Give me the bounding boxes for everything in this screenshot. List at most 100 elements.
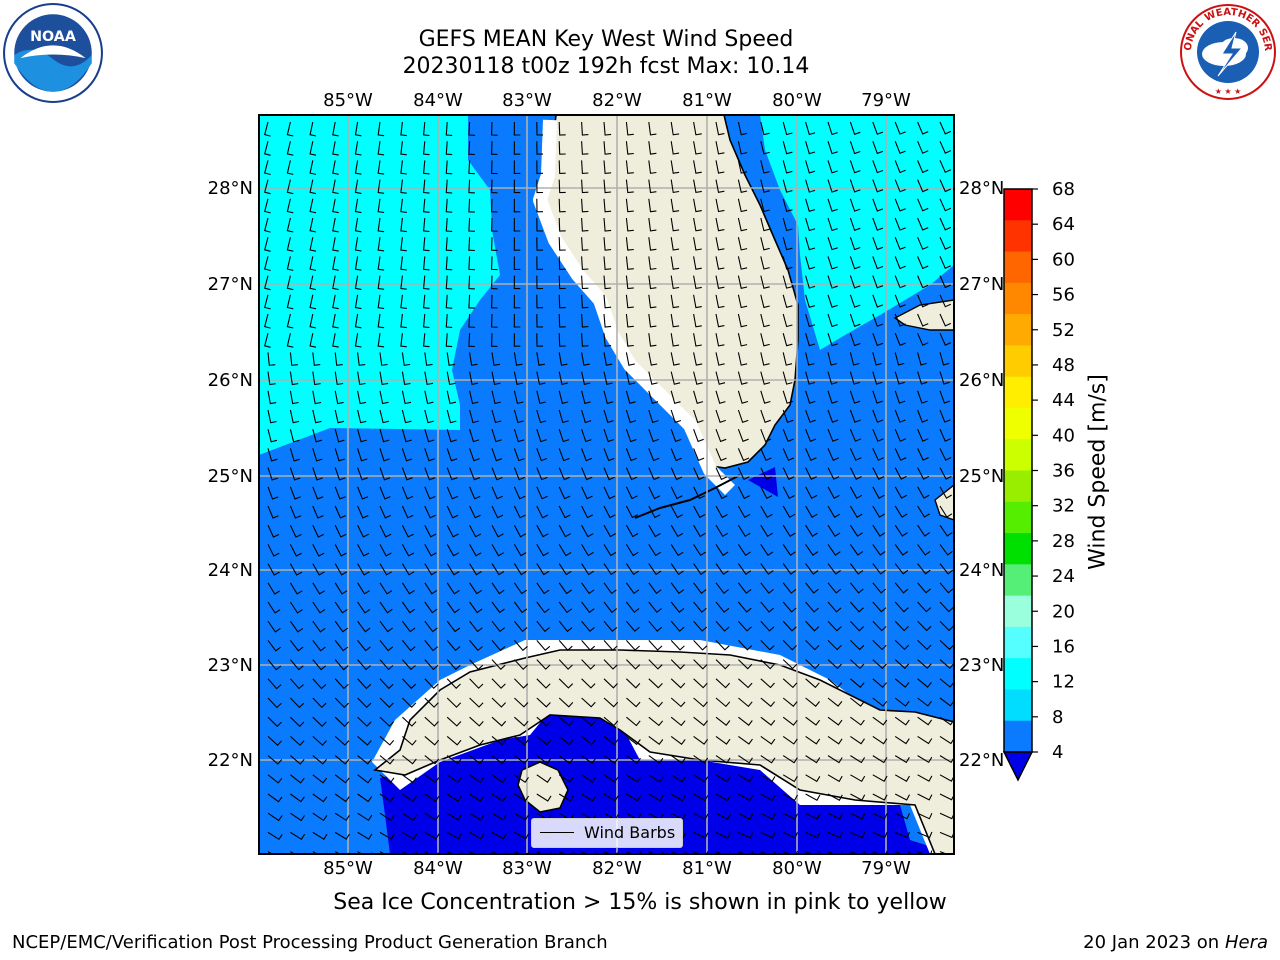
- wind-barb: [402, 774, 417, 784]
- lon-label: 81°W: [682, 858, 732, 879]
- wind-barb: [849, 160, 861, 174]
- wind-barb: [648, 294, 657, 309]
- wind-barb: [849, 563, 864, 575]
- wind-barb: [827, 582, 842, 594]
- wind-barb: [782, 640, 797, 651]
- wind-barb: [286, 179, 294, 195]
- lat-label: 25°N: [959, 466, 1004, 487]
- wind-barb: [737, 352, 748, 366]
- lat-labels-right: 28°N 27°N 26°N 25°N 24°N 23°N 22°N: [959, 178, 1004, 771]
- wind-barb: [715, 141, 725, 155]
- wind-barb: [626, 755, 641, 764]
- wind-barb: [286, 333, 294, 348]
- wind-barb: [513, 294, 521, 309]
- wind-barb: [894, 428, 907, 442]
- wind-barb: [379, 371, 389, 386]
- wind-barb: [334, 678, 349, 690]
- wind-barb: [312, 544, 325, 557]
- wind-barb: [558, 524, 571, 538]
- wind-barb: [536, 774, 552, 783]
- wind-barb: [536, 755, 552, 765]
- wind-barb: [309, 313, 317, 329]
- wind-barb: [894, 467, 907, 480]
- wind-barb: [581, 313, 589, 328]
- wind-barb: [513, 524, 527, 538]
- colorbar-label: Wind Speed [m/s]: [1085, 374, 1111, 570]
- wind-barb: [805, 582, 819, 594]
- wind-barb: [737, 313, 748, 328]
- wind-barb: [289, 429, 300, 443]
- wind-barb: [782, 467, 795, 481]
- wind-barb: [782, 428, 794, 443]
- wind-barb: [401, 524, 414, 538]
- wind-barb: [290, 716, 305, 728]
- wind-barb: [400, 256, 407, 271]
- wind-barb: [693, 333, 702, 347]
- wind-barb: [379, 544, 392, 557]
- wind-barb: [424, 448, 435, 462]
- wind-barb: [693, 716, 708, 727]
- wind-barb: [872, 620, 887, 632]
- wind-barb: [357, 486, 369, 500]
- wind-barb: [558, 198, 566, 213]
- wind-barb: [625, 505, 638, 519]
- wind-barb: [693, 601, 707, 613]
- wind-barb: [536, 275, 544, 290]
- wind-barb: [558, 333, 566, 347]
- wind-barb: [805, 697, 820, 707]
- wind-barb: [379, 735, 395, 746]
- wind-barb: [670, 448, 682, 462]
- wind-barb: [401, 352, 411, 366]
- wind-barb: [805, 371, 816, 385]
- wind-barb: [760, 678, 775, 689]
- wind-barb: [782, 544, 796, 556]
- wind-barb: [625, 141, 634, 155]
- wind-barb: [536, 141, 544, 155]
- wind-barb: [625, 313, 634, 328]
- wind-barb: [782, 409, 794, 424]
- wind-barb: [334, 793, 350, 803]
- wind-barb: [872, 409, 884, 423]
- wind-barb: [939, 524, 953, 537]
- wind-barb: [400, 333, 407, 348]
- wind-barb: [312, 563, 325, 576]
- wind-barb: [491, 755, 507, 765]
- wind-barb: [827, 467, 840, 480]
- wind-barb: [917, 294, 929, 308]
- wind-barb: [513, 371, 524, 385]
- wind-barb: [693, 755, 709, 764]
- wind-barb: [424, 831, 440, 840]
- wind-barb: [357, 448, 368, 462]
- wind-barb: [805, 735, 821, 745]
- wind-barb: [648, 429, 659, 443]
- wind-barb: [693, 409, 704, 424]
- wind-barb: [715, 179, 725, 193]
- wind-barb: [536, 467, 548, 481]
- wind-barb: [514, 716, 529, 727]
- wind-barb: [782, 160, 793, 174]
- lon-label: 79°W: [861, 858, 911, 879]
- wind-barb: [267, 409, 277, 424]
- wind-barb: [648, 275, 657, 290]
- colorbar-segment: [1004, 376, 1032, 409]
- wind-barb: [805, 544, 819, 556]
- wind-barb: [513, 237, 521, 251]
- wind-barb: [917, 256, 929, 270]
- wind-barb: [289, 448, 301, 462]
- wind-barb: [917, 620, 932, 632]
- wind-barb: [377, 294, 385, 310]
- wind-barb: [581, 217, 589, 232]
- wind-barb: [894, 793, 910, 801]
- wind-barb: [917, 428, 929, 442]
- wind-barb: [446, 352, 456, 366]
- wind-barb: [334, 486, 346, 500]
- wind-barb: [536, 352, 545, 366]
- wind-barb: [491, 256, 498, 271]
- wind-barb: [648, 640, 663, 651]
- wind-barb: [648, 217, 657, 232]
- wind-barb: [536, 179, 544, 194]
- wind-barb: [693, 659, 708, 670]
- wind-barb: [625, 524, 639, 538]
- wind-barb: [357, 735, 372, 746]
- wind-barb: [603, 659, 618, 670]
